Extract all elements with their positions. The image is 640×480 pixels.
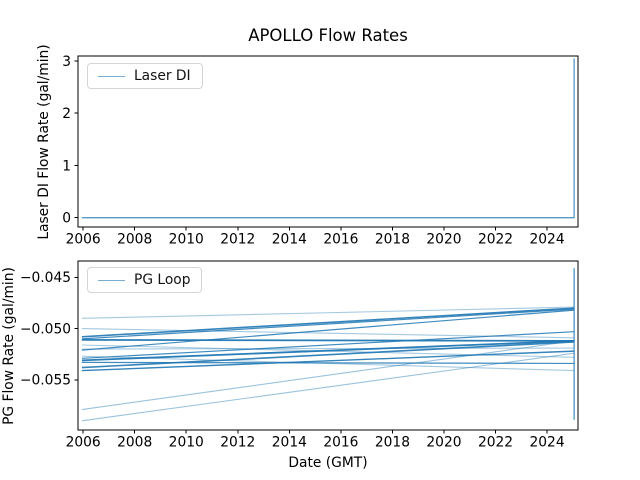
y-tick-label: −0.055 — [20, 373, 71, 389]
x-tick-label: 2022 — [478, 435, 513, 451]
data-line — [81, 361, 575, 365]
x-tick-label: 2020 — [426, 232, 461, 248]
data-line — [81, 352, 575, 422]
x-tick-label: 2006 — [66, 435, 101, 451]
series-group — [81, 58, 575, 219]
legend-pg-loop: PG Loop — [87, 267, 203, 293]
x-tick-label: 2008 — [117, 435, 152, 451]
bottom-y-axis-label: PG Flow Rate (gal/min) — [1, 267, 17, 425]
x-tick-label: 2016 — [323, 435, 358, 451]
data-line — [81, 341, 575, 369]
x-tick-label: 2008 — [117, 232, 152, 248]
legend-laser-di: Laser DI — [87, 63, 203, 89]
x-tick-label: 2014 — [272, 435, 307, 451]
data-line — [81, 338, 575, 342]
data-line — [81, 309, 575, 351]
data-line — [81, 350, 575, 372]
x-tick-label: 2018 — [375, 232, 410, 248]
x-tick-label: 2010 — [169, 232, 204, 248]
x-tick-label: 2024 — [530, 435, 565, 451]
data-line — [81, 306, 575, 319]
top-y-axis-label: Laser DI Flow Rate (gal/min) — [36, 44, 52, 240]
x-tick-label: 2020 — [426, 435, 461, 451]
y-tick-label: −0.050 — [20, 321, 71, 337]
series-group — [81, 268, 575, 422]
y-tick-label: 1 — [62, 158, 71, 174]
data-line — [81, 340, 575, 411]
data-line — [81, 58, 575, 219]
x-tick-label: 2012 — [220, 232, 255, 248]
data-line — [81, 339, 575, 362]
legend-line-sample-icon — [98, 279, 125, 281]
chart-title: APOLLO Flow Rates — [248, 26, 408, 45]
data-line — [81, 307, 575, 338]
x-tick-label: 2010 — [169, 435, 204, 451]
data-line — [81, 331, 575, 359]
x-tick-label: 2016 — [323, 232, 358, 248]
y-tick-label: −0.045 — [20, 270, 71, 286]
x-tick-label: 2018 — [375, 435, 410, 451]
x-tick-label: 2022 — [478, 232, 513, 248]
y-tick-label: 3 — [62, 54, 71, 70]
x-tick-label: 2014 — [272, 232, 307, 248]
legend-label: Laser DI — [134, 68, 191, 84]
axes-spine — [77, 260, 579, 431]
legend-label: PG Loop — [134, 272, 191, 288]
x-tick-label: 2024 — [530, 232, 565, 248]
x-tick-label: 2006 — [66, 232, 101, 248]
data-line — [81, 347, 575, 350]
y-tick-label: 0 — [62, 211, 71, 227]
legend-line-sample-icon — [98, 75, 125, 77]
x-axis-label: Date (GMT) — [288, 455, 368, 471]
y-tick-label: 2 — [62, 106, 71, 122]
axes-spine — [77, 55, 579, 228]
data-line — [81, 308, 575, 340]
x-tick-label: 2012 — [220, 435, 255, 451]
